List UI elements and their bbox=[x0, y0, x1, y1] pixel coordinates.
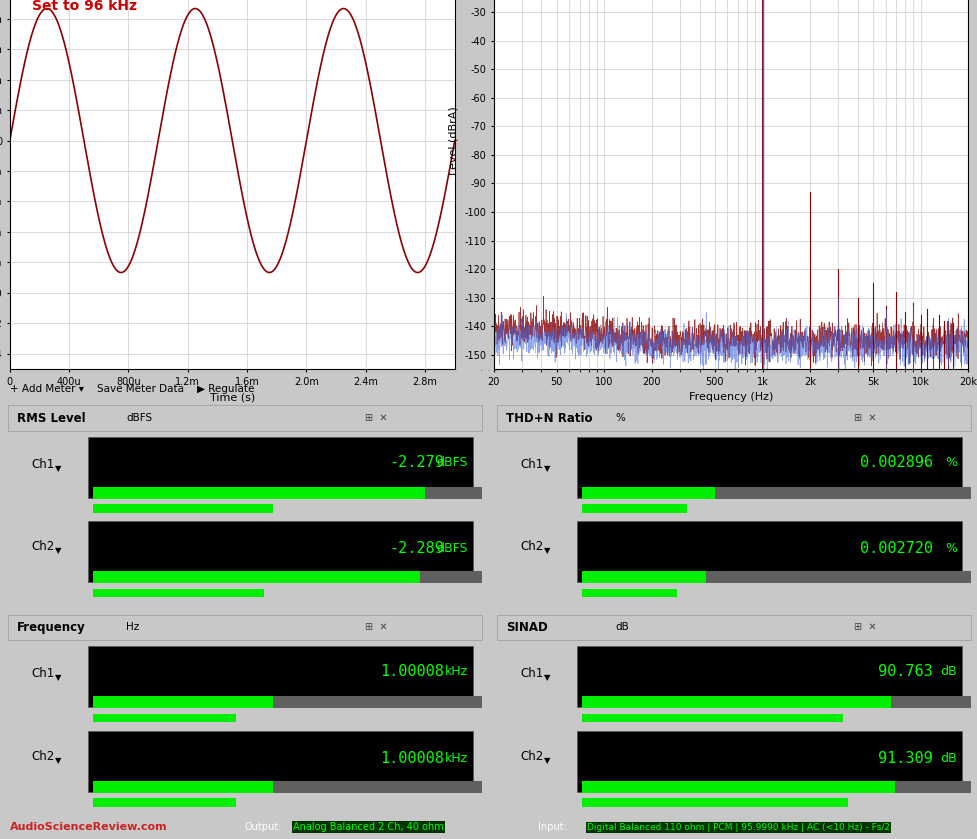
FancyBboxPatch shape bbox=[576, 646, 960, 707]
Bar bbox=[93, 714, 235, 722]
Text: Analog Balanced 2 Ch, 40 ohm: Analog Balanced 2 Ch, 40 ohm bbox=[293, 822, 444, 832]
FancyBboxPatch shape bbox=[576, 521, 960, 582]
Text: ▼: ▼ bbox=[55, 673, 62, 682]
FancyBboxPatch shape bbox=[496, 614, 970, 640]
Text: + Add Meter ▾    Save Meter Data    ▶ Regulate: + Add Meter ▾ Save Meter Data ▶ Regulate bbox=[10, 384, 254, 394]
Bar bbox=[581, 781, 894, 793]
Bar bbox=[581, 696, 890, 708]
Bar bbox=[274, 696, 553, 708]
Text: 91.309: 91.309 bbox=[877, 751, 932, 766]
Text: kHz: kHz bbox=[445, 752, 467, 764]
FancyBboxPatch shape bbox=[8, 405, 482, 430]
Bar bbox=[274, 781, 553, 793]
Text: ⊞  ✕: ⊞ ✕ bbox=[364, 623, 387, 633]
Text: %: % bbox=[944, 542, 956, 555]
Text: 0.002896: 0.002896 bbox=[860, 455, 932, 470]
Text: ▼: ▼ bbox=[55, 546, 62, 555]
Text: ▼: ▼ bbox=[543, 673, 550, 682]
Bar bbox=[420, 571, 553, 583]
Text: Output:: Output: bbox=[244, 822, 281, 832]
Bar bbox=[425, 487, 553, 498]
Text: %: % bbox=[944, 456, 956, 469]
Text: ▼: ▼ bbox=[543, 464, 550, 472]
Text: Ch1: Ch1 bbox=[520, 458, 543, 471]
Text: Ch2: Ch2 bbox=[31, 540, 55, 554]
Text: ▼: ▼ bbox=[543, 756, 550, 764]
Text: dBFS: dBFS bbox=[436, 456, 467, 469]
Text: ⊞  ✕: ⊞ ✕ bbox=[364, 413, 387, 423]
FancyBboxPatch shape bbox=[88, 437, 472, 498]
FancyBboxPatch shape bbox=[8, 614, 482, 640]
Bar bbox=[581, 589, 676, 597]
Bar bbox=[890, 696, 977, 708]
Text: THD+N Ratio: THD+N Ratio bbox=[506, 411, 592, 425]
Bar bbox=[93, 504, 274, 513]
Text: dB: dB bbox=[939, 665, 956, 678]
Text: ▼: ▼ bbox=[543, 546, 550, 555]
Text: Ch1: Ch1 bbox=[31, 667, 55, 680]
Text: AudioScienceReview.com: AudioScienceReview.com bbox=[10, 822, 167, 832]
Text: Ch2: Ch2 bbox=[520, 540, 543, 554]
Text: ⊞  ✕: ⊞ ✕ bbox=[853, 623, 875, 633]
X-axis label: Time (s): Time (s) bbox=[209, 393, 255, 403]
Text: 1.00008: 1.00008 bbox=[380, 751, 444, 766]
Bar bbox=[714, 487, 977, 498]
Text: Ch1: Ch1 bbox=[31, 458, 55, 471]
Text: Ch2: Ch2 bbox=[520, 750, 543, 763]
Text: ⊞  ✕: ⊞ ✕ bbox=[853, 413, 875, 423]
Text: Ch2: Ch2 bbox=[31, 750, 55, 763]
Text: Digital Balanced 110 ohm | PCM | 95.9990 kHz | AC (<10 Hz) - Fs/2: Digital Balanced 110 ohm | PCM | 95.9990… bbox=[586, 823, 889, 831]
FancyBboxPatch shape bbox=[88, 731, 472, 792]
Text: kHz: kHz bbox=[445, 665, 467, 678]
FancyBboxPatch shape bbox=[88, 646, 472, 707]
Bar bbox=[581, 714, 842, 722]
Text: Hz: Hz bbox=[126, 623, 140, 633]
Text: Set to 96 kHz: Set to 96 kHz bbox=[32, 0, 137, 13]
Text: Ch1: Ch1 bbox=[520, 667, 543, 680]
Text: · · ·: · · · bbox=[480, 366, 497, 376]
FancyBboxPatch shape bbox=[496, 405, 970, 430]
Text: SINAD: SINAD bbox=[506, 621, 547, 633]
Bar bbox=[581, 487, 714, 498]
FancyBboxPatch shape bbox=[576, 437, 960, 498]
Bar bbox=[581, 571, 704, 583]
Bar bbox=[581, 504, 686, 513]
Bar bbox=[93, 696, 274, 708]
Bar bbox=[894, 781, 977, 793]
Text: dBFS: dBFS bbox=[126, 413, 152, 423]
Text: dB: dB bbox=[939, 752, 956, 764]
Text: RMS Level: RMS Level bbox=[18, 411, 86, 425]
Bar bbox=[93, 589, 264, 597]
Bar bbox=[93, 799, 235, 806]
Text: -2.279: -2.279 bbox=[389, 455, 444, 470]
Text: dB: dB bbox=[615, 623, 628, 633]
Bar bbox=[704, 571, 977, 583]
Text: Frequency: Frequency bbox=[18, 621, 86, 633]
Text: ▼: ▼ bbox=[55, 756, 62, 764]
Bar bbox=[93, 571, 420, 583]
Text: -2.289: -2.289 bbox=[389, 541, 444, 556]
Text: 1.00008: 1.00008 bbox=[380, 664, 444, 679]
Text: Input:: Input: bbox=[537, 822, 566, 832]
FancyBboxPatch shape bbox=[88, 521, 472, 582]
Bar bbox=[93, 487, 425, 498]
Text: dBFS: dBFS bbox=[436, 542, 467, 555]
Bar bbox=[93, 781, 274, 793]
Text: 90.763: 90.763 bbox=[877, 664, 932, 679]
Text: 0.002720: 0.002720 bbox=[860, 541, 932, 556]
X-axis label: Frequency (Hz): Frequency (Hz) bbox=[688, 393, 773, 403]
Bar bbox=[581, 799, 847, 806]
Y-axis label: Level (dBrA): Level (dBrA) bbox=[448, 107, 458, 175]
FancyBboxPatch shape bbox=[576, 731, 960, 792]
Text: %: % bbox=[615, 413, 624, 423]
Text: ▼: ▼ bbox=[55, 464, 62, 472]
